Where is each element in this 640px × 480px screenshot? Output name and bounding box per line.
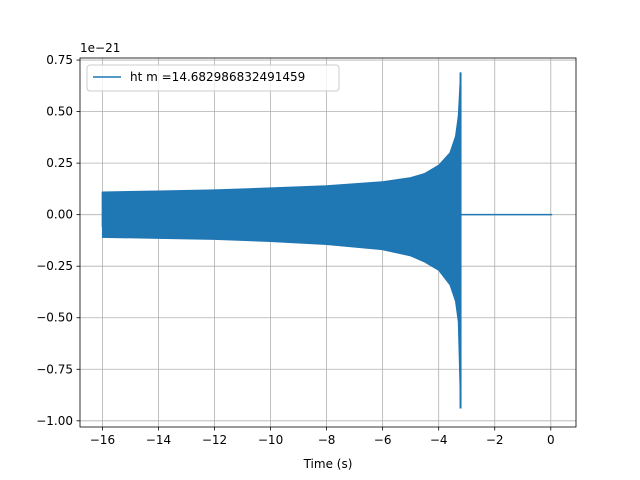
signal-envelope — [101, 72, 462, 409]
y-tick-label: 0.00 — [46, 208, 73, 222]
legend-label: ht m =14.682986832491459 — [130, 70, 305, 84]
axes-frame — [79, 57, 577, 428]
x-tick-label: −4 — [430, 433, 448, 447]
x-tick-label: −8 — [318, 433, 336, 447]
legend-box — [86, 64, 340, 92]
y-tick-label: 0.50 — [46, 105, 73, 119]
axes-layer: −16 −14 −12 −10 −8 −6 −4 −2 0 0.75 0.50 0.25 0.00 −0.… — [36, 53, 577, 447]
x-tick-label: −6 — [374, 433, 392, 447]
y-tick-label: 0.75 — [46, 53, 73, 67]
x-tick-label: −16 — [90, 433, 115, 447]
y-offset-label: 1e−21 — [80, 41, 120, 55]
y-tick-label: −0.50 — [36, 311, 73, 325]
x-tick-label: −2 — [486, 433, 504, 447]
x-axis-label: Time (s) — [303, 457, 353, 471]
legend: ht m =14.682986832491459 — [86, 64, 340, 92]
y-tick-label: 0.25 — [46, 156, 73, 170]
y-tick-label: −0.25 — [36, 259, 73, 273]
x-tick-label: −14 — [146, 433, 171, 447]
x-tick-label: −10 — [258, 433, 283, 447]
y-tick-label: −0.75 — [36, 362, 73, 376]
y-tick-label: −1.00 — [36, 414, 73, 428]
series-layer — [101, 72, 553, 409]
x-tick-label: −12 — [202, 433, 227, 447]
x-tick-label: 0 — [547, 433, 555, 447]
